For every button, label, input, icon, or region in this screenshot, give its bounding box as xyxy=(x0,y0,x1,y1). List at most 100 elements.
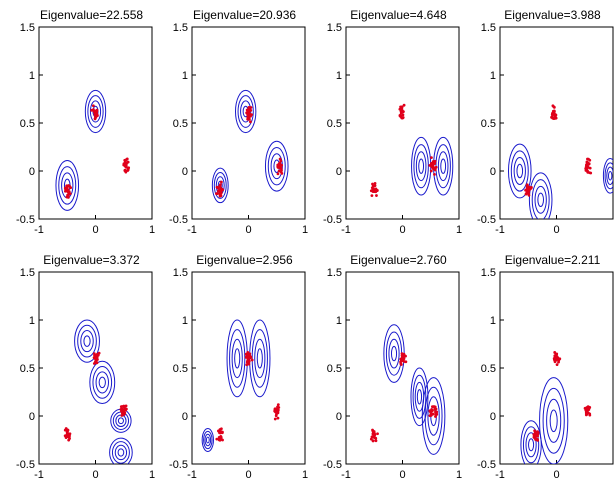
panel-5: Eigenvalue=3.372 -0.5 0 0.5 1 1.5 -1 0 1 xyxy=(16,253,155,481)
contour-line xyxy=(542,387,565,454)
data-point xyxy=(247,115,251,119)
contour-line xyxy=(537,192,545,208)
data-point xyxy=(69,186,73,190)
data-point xyxy=(122,409,126,412)
data-point xyxy=(279,159,283,163)
x-tick-label: 0 xyxy=(399,469,405,481)
contour-line xyxy=(80,330,94,353)
plot-frame xyxy=(191,26,306,220)
data-point xyxy=(64,427,68,430)
contour-line xyxy=(117,417,124,425)
contour-line xyxy=(413,144,429,189)
data-point xyxy=(245,108,249,112)
plot-frame xyxy=(38,271,153,465)
data-point xyxy=(376,432,379,436)
contour-line xyxy=(604,162,613,190)
data-point xyxy=(374,439,378,443)
data-point xyxy=(280,172,284,175)
y-tick-label: -0.5 xyxy=(477,214,496,226)
data-point xyxy=(93,356,96,360)
data-point xyxy=(585,406,589,409)
contour-line xyxy=(213,171,227,199)
data-point xyxy=(372,184,376,188)
contour-line xyxy=(254,338,266,379)
y-tick-label: 0 xyxy=(29,166,35,178)
data-point xyxy=(373,182,377,185)
data-point xyxy=(372,189,376,193)
y-tick-label: 1 xyxy=(336,315,342,327)
data-point xyxy=(218,429,222,432)
panel-6: Eigenvalue=2.956 -0.5 0 0.5 1 1.5 -1 0 1 xyxy=(169,253,308,481)
data-point xyxy=(247,106,251,110)
data-point xyxy=(245,360,249,364)
contour-line xyxy=(235,89,257,134)
x-tick-label: 0 xyxy=(245,469,251,481)
data-point xyxy=(435,411,438,415)
data-point xyxy=(276,172,280,176)
contour-line xyxy=(437,151,449,182)
contour-line xyxy=(510,150,529,192)
data-point xyxy=(526,188,530,192)
panel-title: Eigenvalue=22.558 xyxy=(40,8,143,22)
y-tick-label: 1.5 xyxy=(20,22,35,34)
contour-line xyxy=(507,143,532,199)
data-point xyxy=(94,358,98,362)
data-point xyxy=(218,186,222,189)
panel-title: Eigenvalue=20.936 xyxy=(193,8,296,22)
data-point xyxy=(532,433,536,436)
data-point xyxy=(553,354,557,358)
data-point xyxy=(279,163,283,167)
y-tick-label: 0 xyxy=(336,411,342,423)
contour-line xyxy=(109,437,133,464)
contour-line xyxy=(531,179,550,219)
y-tick-label: 1.5 xyxy=(327,267,342,279)
contour-line xyxy=(114,444,128,461)
y-tick-label: 1 xyxy=(29,70,35,82)
y-tick-label: -0.5 xyxy=(169,459,188,471)
data-point xyxy=(401,356,405,360)
data-point xyxy=(67,184,70,187)
contour-line xyxy=(534,185,547,214)
data-point xyxy=(399,111,403,115)
x-tick-label: 1 xyxy=(302,224,308,236)
plot-frame xyxy=(499,26,614,220)
data-point xyxy=(218,183,222,187)
y-tick-label: -0.5 xyxy=(16,214,35,226)
data-point xyxy=(91,104,95,108)
x-tick-label: -1 xyxy=(495,224,505,236)
data-point xyxy=(588,413,592,417)
data-point xyxy=(215,192,218,196)
data-point xyxy=(276,411,280,415)
data-point xyxy=(247,362,251,366)
y-tick-label: -0.5 xyxy=(169,214,188,226)
data-point xyxy=(433,172,436,176)
contour-line xyxy=(440,158,447,174)
y-tick-label: 1 xyxy=(182,70,188,82)
data-point xyxy=(64,434,68,438)
data-point xyxy=(369,437,373,441)
data-point xyxy=(126,160,130,164)
data-point xyxy=(65,195,69,199)
data-point xyxy=(63,186,67,190)
data-point xyxy=(430,156,433,160)
data-point xyxy=(124,158,128,162)
data-point xyxy=(276,403,280,407)
contour-line xyxy=(231,338,243,379)
contour-line xyxy=(528,172,553,219)
contour-line xyxy=(84,89,107,134)
contour-line xyxy=(602,158,613,194)
panel-title: Eigenvalue=2.956 xyxy=(196,253,293,267)
contour-line xyxy=(77,324,97,358)
data-point xyxy=(246,350,250,354)
data-point xyxy=(433,405,437,409)
data-point xyxy=(554,116,558,120)
contour-line xyxy=(388,338,400,369)
x-tick-label: 0 xyxy=(399,224,405,236)
y-tick-label: 1 xyxy=(336,70,342,82)
contour-line xyxy=(549,409,558,433)
x-tick-label: 1 xyxy=(302,469,308,481)
x-tick-label: 1 xyxy=(456,469,462,481)
x-tick-label: 1 xyxy=(149,469,155,481)
data-point xyxy=(119,405,123,409)
